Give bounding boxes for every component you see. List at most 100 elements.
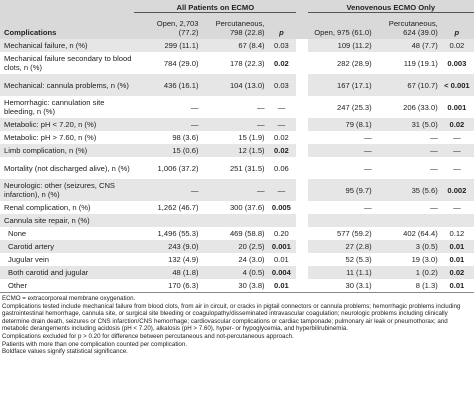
cell-p-all: 0.005	[271, 203, 291, 212]
row-label: Neurologic: other (seizures, CNS infarct…	[0, 179, 135, 201]
cell-p-veno: 0.02	[439, 118, 474, 131]
cell-p-veno: —	[453, 163, 461, 173]
row-label: None	[8, 229, 27, 238]
cell-perc-all: 300 (37.6)	[229, 203, 265, 212]
cell-perc-veno: —	[373, 144, 440, 157]
footnote: Boldface values signify statistical sign…	[2, 348, 128, 356]
cell-open-all: 436 (16.1)	[134, 74, 201, 96]
cell-p-veno: 0.01	[439, 240, 474, 253]
group-header-veno: Venovenous ECMO Only	[307, 0, 474, 15]
cell-perc-all: 178 (22.3)	[229, 58, 265, 68]
row-label: Limb complication, n (%)	[0, 144, 135, 157]
cell-gap	[296, 201, 308, 214]
cell-open-veno	[307, 214, 374, 227]
cell-perc-all: 30 (3.8)	[200, 279, 267, 293]
cell-gap	[296, 96, 308, 118]
cell-p-veno: 0.003	[447, 58, 467, 68]
cell-open-veno: 27 (2.8)	[307, 240, 374, 253]
cell-p-all: 0.01	[266, 279, 297, 293]
table-row: Mechanical failure secondary to blood cl…	[0, 52, 474, 74]
cell-p-all: —	[266, 118, 297, 131]
cell-gap	[296, 266, 308, 279]
table-row: Mechanical failure, n (%) 299 (11.1) 67 (8…	[0, 39, 474, 52]
cell-perc-all: —	[200, 179, 267, 201]
cell-p-veno: —	[453, 203, 461, 212]
cell-gap	[296, 74, 308, 96]
cell-open-veno: 167 (17.1)	[307, 74, 374, 96]
cell-open-all: 1,496 (55.3)	[157, 229, 199, 238]
cell-gap	[296, 214, 308, 227]
cell-open-veno: 30 (3.1)	[307, 279, 374, 293]
cell-perc-all: 251 (31.5)	[229, 163, 265, 173]
cell-p-veno: —	[453, 133, 461, 142]
col-header-complications: Complications	[0, 15, 135, 39]
table-row: None 1,496 (55.3) 469 (58.8) 0.20 577 (59.2)…	[0, 227, 474, 240]
cell-perc-veno	[373, 214, 440, 227]
cell-perc-veno: 19 (3.0)	[411, 255, 438, 264]
cell-perc-all	[200, 214, 267, 227]
cell-open-veno: 95 (9.7)	[307, 179, 374, 201]
cell-p-veno: 0.002	[439, 179, 474, 201]
cell-p-all: —	[277, 102, 286, 112]
row-label: Both carotid and jugular	[0, 266, 135, 279]
cell-p-veno: < 0.001	[439, 74, 474, 96]
row-label: Metabolic: pH > 7.60, n (%)	[4, 133, 97, 142]
cell-p-veno: —	[439, 144, 474, 157]
row-label: Cannula site repair, n (%)	[0, 214, 135, 227]
cell-open-all: 243 (9.0)	[134, 240, 201, 253]
cell-open-veno: —	[364, 163, 372, 173]
cell-p-all: 0.001	[266, 240, 297, 253]
cell-open-veno: 11 (1.1)	[307, 266, 374, 279]
cell-perc-veno: —	[430, 203, 438, 212]
cell-gap	[296, 179, 308, 201]
cell-open-all: 98 (3.6)	[172, 133, 199, 142]
table-row: Limb complication, n (%) 15 (0.6) 12 (1.5)…	[0, 144, 474, 157]
cell-p-all: 0.02	[266, 144, 297, 157]
cell-perc-veno: 67 (10.7)	[373, 74, 440, 96]
table-row: Both carotid and jugular 48 (1.8) 4 (0.5) 0…	[0, 266, 474, 279]
cell-gap	[296, 131, 308, 144]
header-spacer	[0, 0, 135, 15]
table-row: Metabolic: pH > 7.60, n (%) 98 (3.6) 15 (1…	[0, 131, 474, 144]
cell-perc-veno: —	[430, 133, 438, 142]
footnote: Complications excluded for p > 0.20 for …	[2, 332, 294, 340]
cell-open-all	[134, 214, 201, 227]
col-header-p-all: p	[266, 15, 297, 39]
table-body: Mechanical failure, n (%) 299 (11.1) 67 (8…	[0, 39, 474, 293]
cell-perc-all: —	[200, 118, 267, 131]
cell-p-veno	[439, 214, 474, 227]
cell-p-veno: 0.01	[439, 279, 474, 293]
cell-p-veno: 0.12	[449, 229, 465, 238]
col-header-perc-all: Percutaneous, 798 (22.8)	[200, 15, 267, 39]
cell-p-veno: 0.01	[449, 255, 465, 264]
cell-p-all	[266, 214, 297, 227]
cell-open-all: 132 (4.9)	[168, 255, 199, 264]
row-label: Mortality (not discharged alive), n (%)	[4, 163, 130, 173]
cell-open-all: 170 (6.3)	[134, 279, 201, 293]
footnote: ECMO = extracorporeal membrane oxygenati…	[2, 295, 136, 302]
table-row: Cannula site repair, n (%)	[0, 214, 474, 227]
col-header-gap	[296, 15, 308, 39]
cell-p-all: 0.06	[274, 163, 289, 173]
cell-open-veno: —	[307, 144, 374, 157]
cell-p-all: 0.20	[274, 229, 289, 238]
group-header-all: All Patients on ECMO	[134, 0, 297, 15]
cell-p-veno: 0.02	[439, 39, 474, 52]
cell-perc-all: 15 (1.9)	[238, 133, 265, 142]
cell-gap	[296, 39, 308, 52]
cell-open-veno: 577 (59.2)	[337, 229, 372, 238]
cell-perc-veno: 3 (0.5)	[373, 240, 440, 253]
table-row: Renal complication, n (%) 1,262 (46.7) 300…	[0, 201, 474, 214]
footnotes: ECMO = extracorporeal membrane oxygenati…	[0, 293, 474, 356]
cell-open-veno: 109 (11.2)	[307, 39, 374, 52]
table-row: Hemorrhagic: cannulation site bleeding, …	[0, 96, 474, 118]
cell-gap	[296, 279, 308, 293]
cell-perc-veno: 31 (5.0)	[373, 118, 440, 131]
cell-p-all: 0.03	[266, 39, 297, 52]
table-row: Mortality (not discharged alive), n (%) 1…	[0, 157, 474, 179]
cell-open-veno: 282 (28.9)	[337, 58, 372, 68]
row-label: Other	[0, 279, 135, 293]
cell-gap	[296, 253, 308, 266]
row-label: Metabolic: pH < 7.20, n (%)	[0, 118, 135, 131]
cell-p-all: 0.02	[274, 58, 289, 68]
